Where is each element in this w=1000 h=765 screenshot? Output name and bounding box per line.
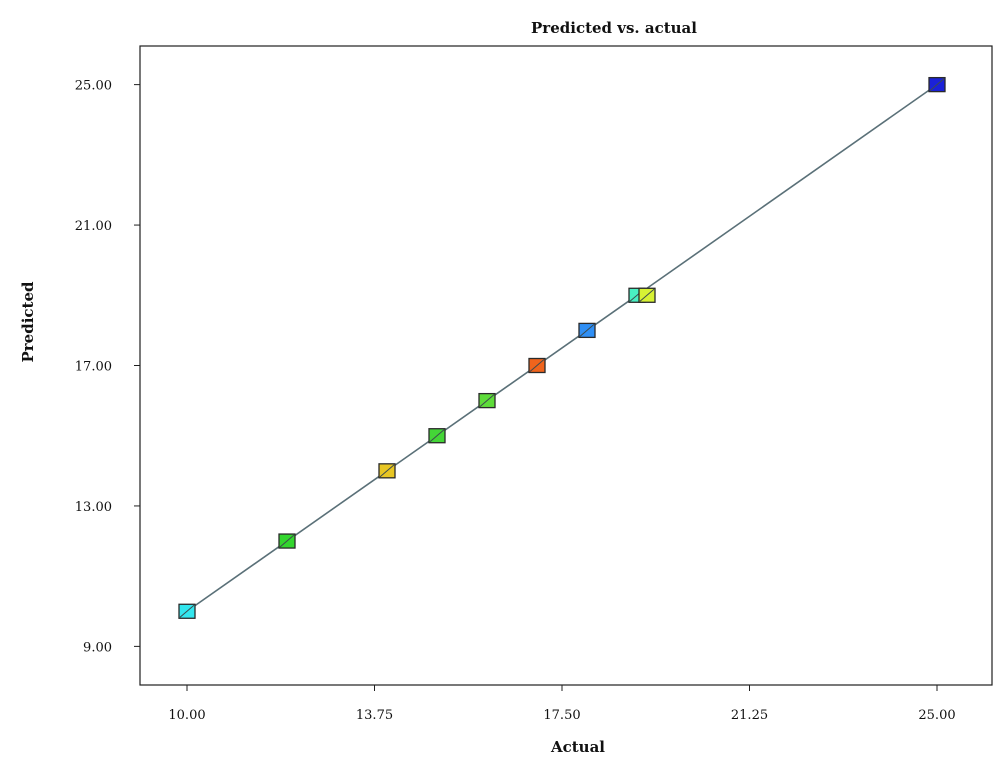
fit-line-layer	[186, 83, 938, 612]
plot-area	[139, 45, 993, 686]
data-point	[378, 463, 396, 479]
data-point-diagonal	[479, 394, 495, 407]
data-point-diagonal	[529, 359, 545, 372]
x-axis-title: Actual	[550, 738, 605, 756]
data-point-diagonal	[379, 464, 395, 478]
y-tick-label: 13.00	[75, 500, 112, 515]
y-tick-label: 25.00	[75, 79, 112, 94]
data-point	[578, 322, 596, 339]
data-points	[178, 76, 946, 619]
data-point	[478, 392, 496, 409]
y-tick-label: 21.00	[75, 219, 112, 234]
x-tick-label: 17.50	[543, 708, 580, 723]
x-tick-label: 25.00	[918, 708, 955, 723]
x-tick-label: 10.00	[168, 708, 205, 723]
data-point	[638, 287, 656, 303]
data-point-diagonal	[579, 324, 595, 337]
data-point-diagonal	[639, 288, 655, 302]
y-tick-label: 9.00	[83, 640, 112, 655]
data-point-diagonal	[429, 429, 445, 443]
data-point	[178, 603, 196, 619]
x-tick-label: 21.25	[731, 708, 768, 723]
chart-title: Predicted vs. actual	[531, 19, 697, 37]
y-tick-label: 17.00	[75, 360, 112, 375]
data-point-diagonal	[279, 534, 295, 548]
data-point	[928, 76, 946, 93]
data-point	[528, 357, 546, 374]
data-point	[278, 533, 296, 549]
data-point-diagonal	[179, 604, 195, 618]
axis-ticks: 10.00 13.75 17.50 21.25 25.00 9.00 13.00 17.00 2…	[75, 79, 956, 723]
fit-line	[186, 83, 938, 612]
data-point-diagonal	[929, 78, 945, 92]
data-point	[428, 428, 446, 444]
x-tick-label: 13.75	[356, 708, 393, 723]
y-axis-title: Predicted	[19, 281, 37, 363]
